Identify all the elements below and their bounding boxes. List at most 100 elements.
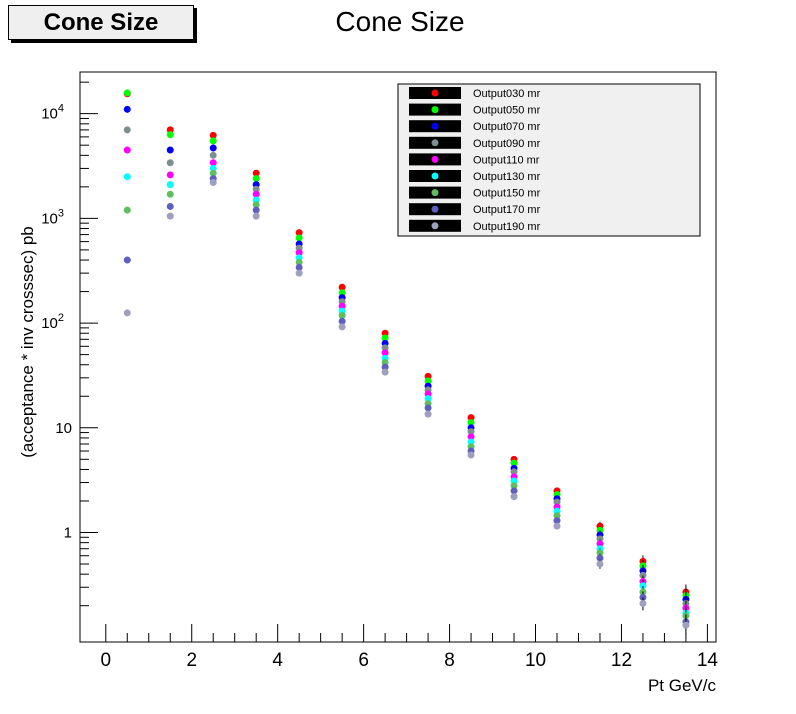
data-point <box>381 368 389 376</box>
data-point <box>381 344 389 352</box>
data-point <box>209 164 217 172</box>
data-point <box>467 433 475 441</box>
data-point <box>424 395 432 403</box>
data-point <box>467 451 475 459</box>
data-point <box>252 201 260 209</box>
data-point <box>123 173 131 181</box>
legend-label: Output150 mr <box>473 188 541 200</box>
data-point <box>166 159 174 167</box>
legend-marker <box>431 155 439 163</box>
data-point <box>596 560 604 568</box>
legend-label: Output170 mr <box>473 204 541 216</box>
data-point <box>166 212 174 220</box>
chart-title: Cone Size <box>335 6 465 37</box>
y-tick-label: 103 <box>41 207 64 227</box>
data-point <box>123 126 131 134</box>
data-point <box>123 89 131 97</box>
data-point <box>424 377 432 385</box>
data-point <box>510 468 518 476</box>
data-point <box>123 256 131 264</box>
data-point <box>338 317 346 325</box>
legend-label: Output110 mr <box>473 154 540 166</box>
data-point <box>295 229 303 237</box>
data-point <box>467 419 475 427</box>
data-point <box>166 171 174 179</box>
data-point <box>209 137 217 145</box>
data-point <box>639 582 647 590</box>
data-point <box>295 249 303 257</box>
data-point <box>596 540 604 548</box>
data-point <box>209 144 217 152</box>
legend-marker <box>431 222 439 230</box>
data-point <box>123 105 131 113</box>
stat-box: Cone Size <box>8 5 194 40</box>
data-point <box>596 549 604 557</box>
data-point <box>166 131 174 139</box>
x-tick-label: 2 <box>186 650 197 671</box>
data-point <box>166 181 174 189</box>
data-point <box>209 169 217 177</box>
legend-marker <box>431 189 439 197</box>
y-tick-label: 104 <box>41 103 64 123</box>
x-axis-title: Pt GeV/c <box>648 676 717 695</box>
y-axis-title: (acceptance * inv crosssec) pb <box>18 226 37 458</box>
data-point <box>295 234 303 242</box>
data-point <box>252 185 260 193</box>
data-point <box>381 334 389 342</box>
data-point <box>295 263 303 271</box>
legend-label: Output070 mr <box>473 121 541 133</box>
legend-label: Output130 mr <box>473 171 541 183</box>
data-point <box>338 302 346 310</box>
x-tick-label: 12 <box>611 650 632 671</box>
data-point <box>510 487 518 495</box>
data-point <box>510 459 518 467</box>
data-point <box>166 202 174 210</box>
points-layer <box>123 89 690 635</box>
data-point <box>252 175 260 183</box>
data-point <box>381 329 389 337</box>
data-point <box>424 410 432 418</box>
legend-marker <box>431 122 439 130</box>
data-point <box>467 428 475 436</box>
legend-label: Output030 mr <box>473 88 541 100</box>
data-point <box>424 404 432 412</box>
data-point <box>166 146 174 154</box>
data-point <box>123 309 131 317</box>
data-point <box>252 190 260 198</box>
data-point <box>123 206 131 214</box>
legend-marker <box>431 89 439 97</box>
x-tick-label: 10 <box>525 650 546 671</box>
data-point <box>209 159 217 167</box>
data-point <box>209 179 217 187</box>
data-point <box>209 131 217 139</box>
data-point <box>295 258 303 266</box>
data-point <box>553 517 561 525</box>
data-point <box>209 151 217 159</box>
x-tick-label: 8 <box>444 650 455 671</box>
data-point <box>381 349 389 357</box>
legend-marker <box>431 106 439 114</box>
data-point <box>639 571 647 579</box>
data-point <box>338 283 346 291</box>
data-point <box>338 323 346 331</box>
data-point <box>295 269 303 277</box>
legend-label: Output050 mr <box>473 105 541 117</box>
data-point <box>553 498 561 506</box>
legend-marker <box>431 139 439 147</box>
x-tick-label: 0 <box>100 650 111 671</box>
data-point <box>166 126 174 134</box>
data-point <box>123 146 131 154</box>
data-point <box>596 554 604 562</box>
y-tick-label: 10 <box>55 420 72 437</box>
data-point <box>166 190 174 198</box>
x-tick-label: 14 <box>697 650 719 671</box>
data-point <box>639 593 647 601</box>
data-point <box>467 414 475 422</box>
x-tick-label: 4 <box>272 650 283 671</box>
data-point <box>252 206 260 214</box>
legend: Output030 mr Output050 mr Output070 mr Outp… <box>397 83 701 237</box>
data-point <box>596 535 604 543</box>
data-point <box>381 363 389 371</box>
data-point <box>252 212 260 220</box>
